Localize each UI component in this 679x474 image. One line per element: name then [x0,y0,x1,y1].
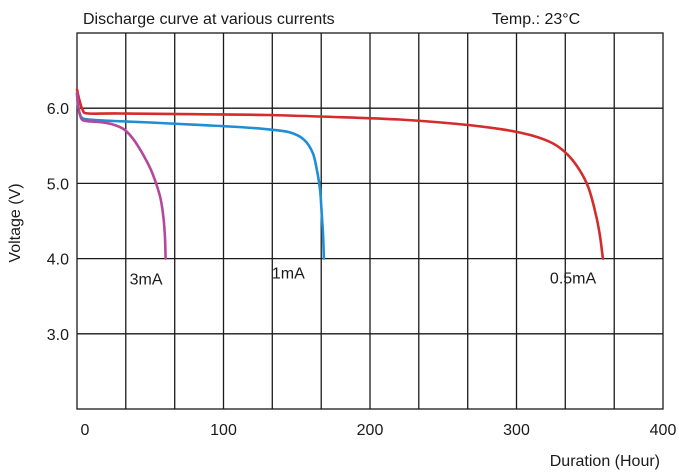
x-tick-label-4: 400 [650,422,677,439]
curve-0.5mA [75,88,605,260]
x-tick-label-0: 0 [81,422,90,439]
x-axis-label: Duration (Hour) [550,453,660,470]
series-label-3mA: 3mA [130,272,163,289]
curve-3mA [75,91,167,260]
y-tick-label-2: 5.0 [47,176,69,193]
series-labels: 3mA 1mA 0.5mA [130,266,597,289]
plot-frame [76,32,664,410]
y-axis-label: Voltage (V) [7,183,24,262]
x-tick-label-3: 300 [503,422,530,439]
y-tick-label-1: 4.0 [47,252,69,269]
x-tick-label-1: 100 [210,422,237,439]
chart-title: Discharge curve at various currents [83,11,335,28]
series-curves [75,88,605,260]
series-label-0.5mA: 0.5mA [550,271,597,288]
tick-labels: 0 100 200 300 400 3.0 4.0 5.0 6.0 [47,101,677,439]
series-label-1mA: 1mA [272,266,305,283]
curve-1mA [75,91,326,260]
x-tick-label-2: 200 [357,422,384,439]
temperature-annotation: Temp.: 23°C [492,11,580,28]
y-tick-label-3: 6.0 [47,101,69,118]
y-tick-label-0: 3.0 [47,327,69,344]
